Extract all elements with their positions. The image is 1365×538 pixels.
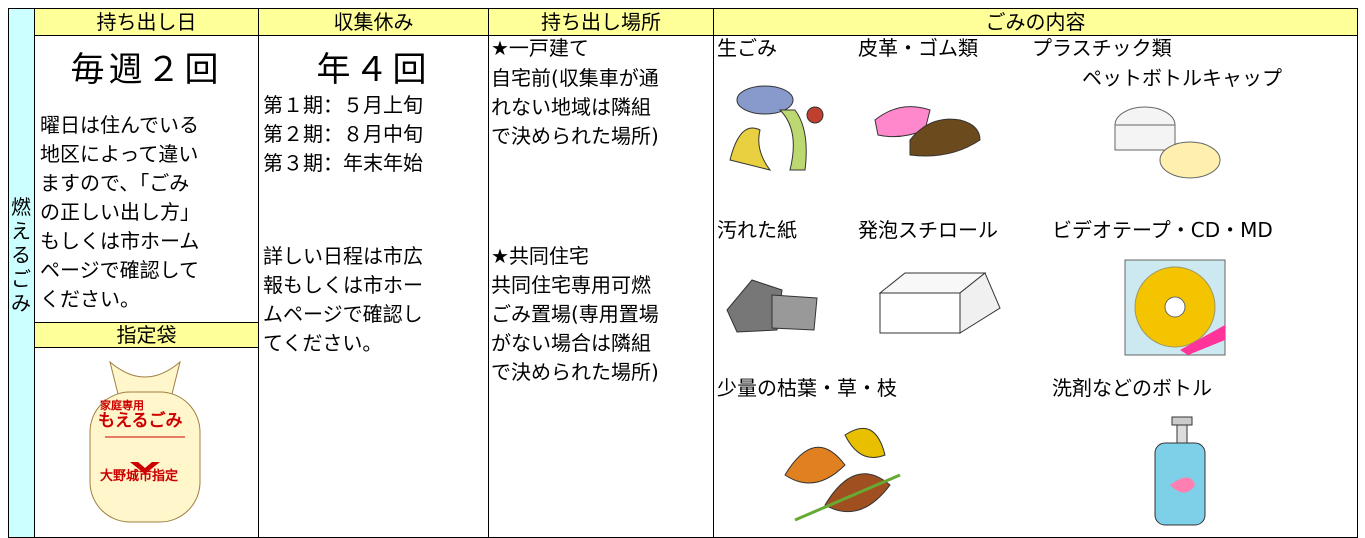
- header-cell: 収集休み: [258, 8, 489, 36]
- side-label: 燃えるごみ: [11, 195, 31, 315]
- item-label: 生ごみ: [717, 36, 777, 60]
- bag-image: [89, 360, 201, 523]
- text-line: 第２期：８月中旬: [263, 122, 423, 146]
- header-cell: 持ち出し場所: [488, 8, 714, 36]
- text-line: 自宅前(収集車が通: [491, 66, 659, 90]
- text-line: で決められた場所): [491, 360, 659, 384]
- text-line: 第１期：５月上旬: [263, 93, 423, 117]
- cap-image: [1114, 106, 1221, 179]
- text-line: ください。: [40, 287, 140, 311]
- text-line: の正しい出し方」: [40, 200, 200, 224]
- text-line: 第３期：年末年始: [263, 151, 423, 175]
- item-label: 少量の枯葉・草・枝: [717, 376, 897, 400]
- text-line: 地区によって違い: [40, 142, 199, 166]
- item-label: プラスチック類: [1032, 36, 1172, 60]
- cd-image: [1124, 259, 1226, 356]
- item-label: 発泡スチロール: [858, 218, 998, 242]
- header-cell: 持ち出し日: [34, 8, 259, 36]
- text-line: 曜日は住んでいる: [40, 113, 199, 137]
- text-line: ますので、「ごみ: [40, 171, 190, 195]
- item-label: 汚れた紙: [717, 218, 797, 242]
- item-label: 洗剤などのボトル: [1052, 376, 1212, 400]
- item-label: ビデオテープ・CD・MD: [1052, 218, 1273, 242]
- place-title: ★一戸建て: [491, 36, 589, 60]
- bag-text: 家庭専用: [100, 399, 144, 412]
- holiday-title: 年４回: [316, 50, 431, 90]
- side-cell: [8, 8, 35, 538]
- item-label: 皮革・ゴム類: [858, 36, 978, 60]
- text-line: がない場合は隣組: [491, 331, 651, 355]
- bag-text: 大野城市指定: [100, 469, 179, 484]
- bag-text: もえるごみ: [98, 411, 183, 431]
- place-title: ★共同住宅: [491, 244, 589, 268]
- text-line: ごみ置場(専用置場: [491, 302, 659, 326]
- header-cell: ごみの内容: [713, 8, 1358, 36]
- text-line: で決められた場所): [491, 124, 659, 148]
- shoe-image: [874, 106, 981, 157]
- pickup-title: 毎週２回: [70, 50, 223, 90]
- text-line: ムページで確認し: [263, 302, 423, 326]
- bottle-image: [1154, 416, 1206, 526]
- text-line: もしくは市ホーム: [40, 229, 200, 253]
- text-line: 詳しい日程は市広: [263, 244, 423, 268]
- paper-image: [726, 279, 818, 333]
- text-line: てください。: [263, 331, 383, 355]
- text-line: れない地域は隣組: [491, 95, 651, 119]
- styrofoam-image: [878, 272, 1001, 334]
- food-waste-image: [729, 85, 824, 171]
- text-line: 報もしくは市ホー: [263, 273, 423, 297]
- bag-header: 指定袋: [34, 322, 259, 348]
- text-line: 共同住宅専用可燃: [491, 273, 651, 297]
- item-label: ペットボトルキャップ: [1082, 66, 1282, 90]
- leaves-image: [784, 427, 901, 522]
- text-line: ページで確認して: [40, 258, 199, 282]
